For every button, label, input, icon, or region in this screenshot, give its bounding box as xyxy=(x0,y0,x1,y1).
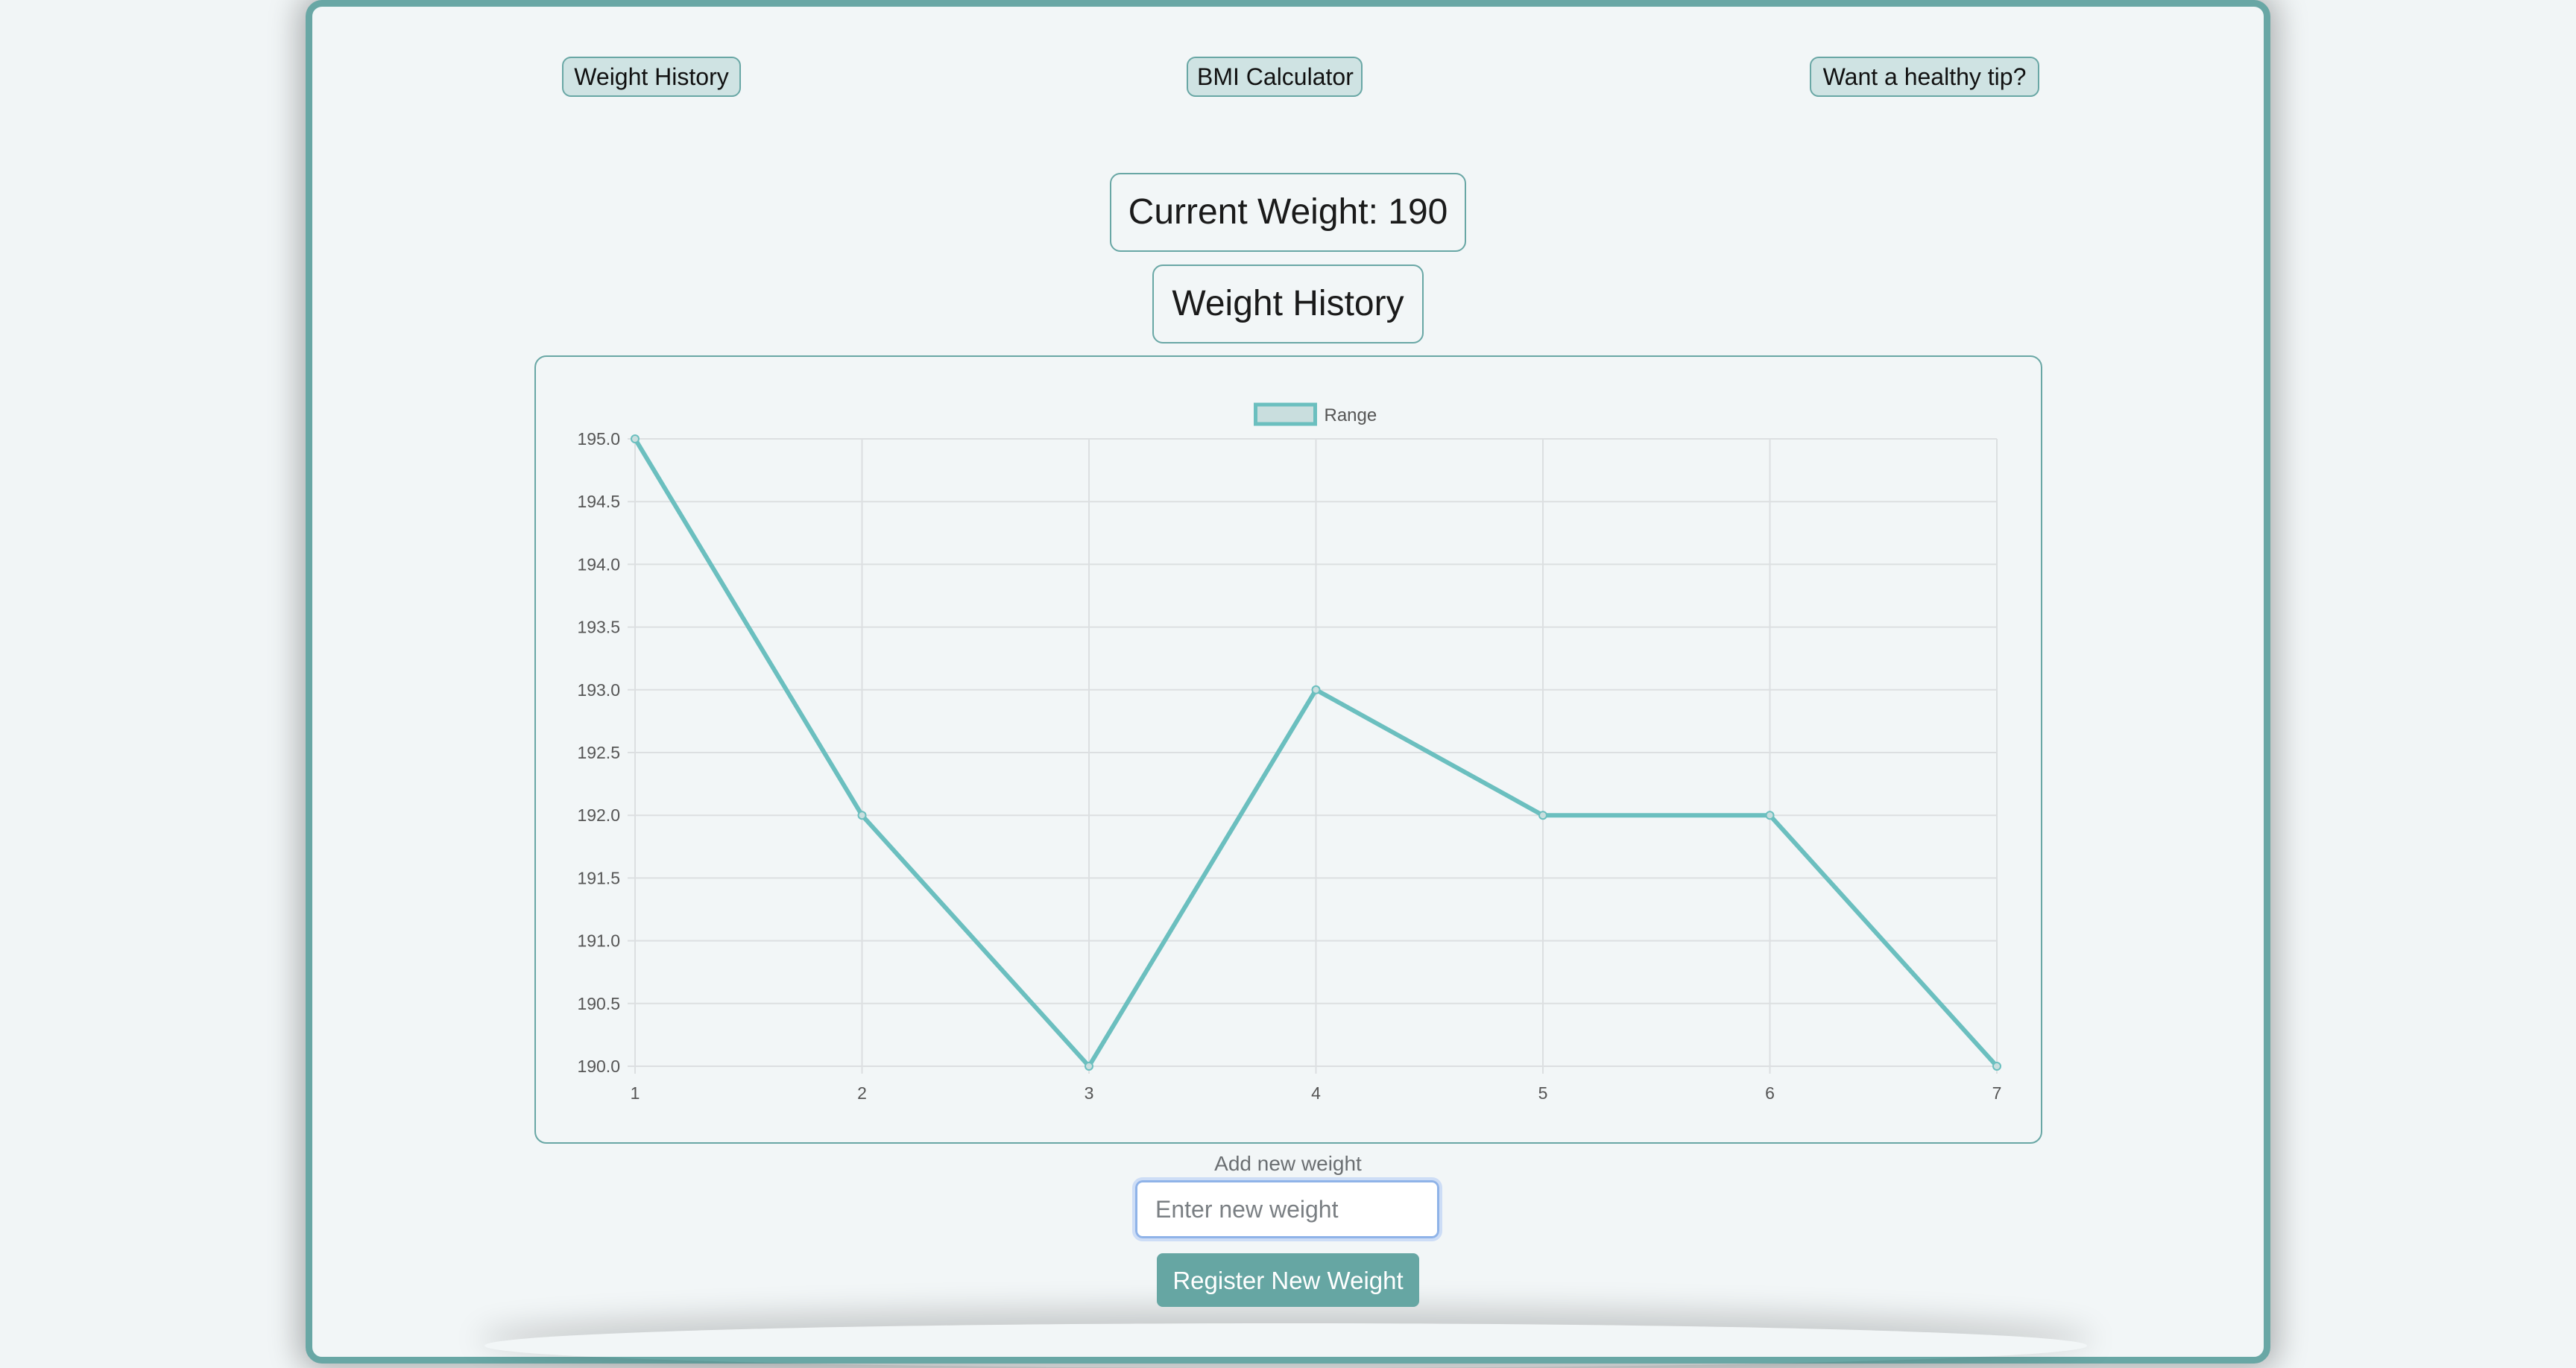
data-point xyxy=(1538,811,1547,820)
data-point xyxy=(1311,685,1321,694)
x-tick-label: 5 xyxy=(1538,1083,1548,1103)
legend-label: Range xyxy=(1325,405,1377,425)
weight-history-nav-button[interactable]: Weight History xyxy=(562,57,741,97)
x-tick-label: 1 xyxy=(631,1083,640,1103)
y-tick-label: 193.0 xyxy=(577,680,620,700)
current-weight-heading: Current Weight: 190 xyxy=(1110,173,1466,252)
x-tick-label: 4 xyxy=(1311,1083,1321,1103)
weight-history-chart: 195.0 194.5 194.0 193.5 193.0 192.5 192.0 191.5… xyxy=(577,402,2002,1103)
y-tick-label: 190.5 xyxy=(577,994,620,1013)
y-tick-label: 192.0 xyxy=(577,805,620,825)
add-weight-label: Add new weight xyxy=(1214,1152,1362,1175)
x-tick-label: 3 xyxy=(1085,1083,1094,1103)
data-point xyxy=(631,434,640,443)
y-tick-label: 193.5 xyxy=(577,618,620,637)
y-tick-label: 191.0 xyxy=(577,931,620,951)
bottom-panel-shadow xyxy=(484,1323,2087,1368)
weight-history-chart-card: 195.0 194.5 194.0 193.5 193.0 192.5 192.0 191.5… xyxy=(534,355,2042,1144)
bmi-calculator-nav-button[interactable]: BMI Calculator xyxy=(1187,57,1363,97)
healthy-tip-button[interactable]: Want a healthy tip? xyxy=(1810,57,2039,97)
data-point xyxy=(1085,1062,1093,1071)
x-tick-label: 2 xyxy=(857,1083,867,1103)
y-tick-label: 190.0 xyxy=(577,1057,620,1076)
data-point xyxy=(1765,811,1775,820)
y-tick-label: 192.5 xyxy=(577,743,620,762)
new-weight-input[interactable] xyxy=(1132,1177,1442,1241)
x-tick-label: 7 xyxy=(1992,1083,2002,1103)
data-point xyxy=(1992,1062,2001,1071)
legend-swatch xyxy=(1254,402,1317,426)
y-tick-label: 194.5 xyxy=(577,492,620,511)
y-tick-label: 191.5 xyxy=(577,868,620,887)
y-tick-label: 194.0 xyxy=(577,554,620,574)
data-point xyxy=(857,811,867,820)
weight-history-heading: Weight History xyxy=(1152,265,1424,343)
y-tick-label: 195.0 xyxy=(577,429,620,449)
register-weight-button[interactable]: Register New Weight xyxy=(1157,1253,1419,1307)
x-tick-label: 6 xyxy=(1765,1083,1775,1103)
